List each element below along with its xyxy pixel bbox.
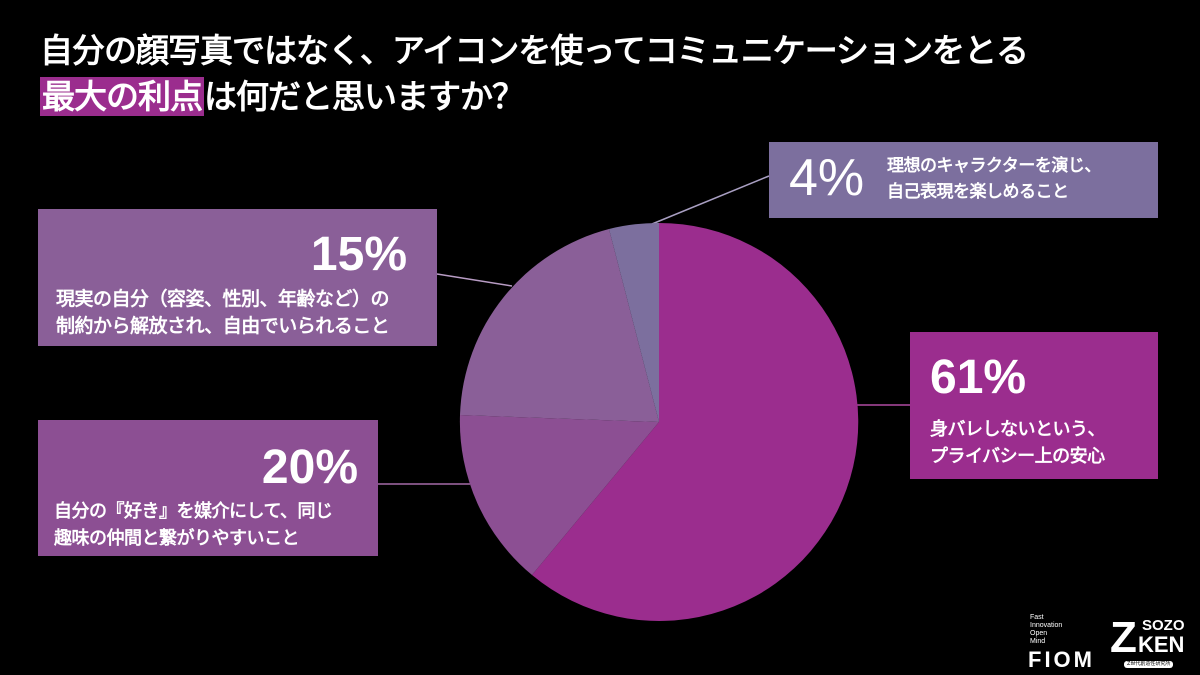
z-logo-icon: Z [1110,613,1137,662]
label-box-15pct: 15% 現実の自分（容姿、性別、年齢など）の 制約から解放され、自由でいられるこ… [38,209,437,346]
label-4-line2: 自己表現を楽しめること [887,182,1069,202]
label-15-line2: 制約から解放され、自由でいられること [56,315,390,337]
label-text-61: 身バレしないという、 プライバシー上の安心 [930,416,1106,470]
title-line-2-rest: は何だと思いますか？ [204,77,525,116]
sozoken-logo: Z SOZO KEN Z世代創造性研究所 [1110,616,1200,671]
label-15-line1: 現実の自分（容姿、性別、年齢など）の [56,288,390,310]
leader-line-15 [436,273,513,287]
label-box-20pct: 20% 自分の『好き』を媒介にして、同じ 趣味の仲間と繋がりやすいこと [38,420,378,556]
fiom-logo: FIOM [1028,647,1095,672]
fiom-word: Innovation [1030,622,1063,629]
label-box-61pct: 61% 身バレしないという、 プライバシー上の安心 [910,332,1158,479]
label-20-line1: 自分の『好き』を媒介にして、同じ [54,501,333,522]
label-61-line2: プライバシー上の安心 [930,446,1105,467]
percent-4: 4% [789,149,865,207]
label-text-20: 自分の『好き』を媒介にして、同じ 趣味の仲間と繋がりやすいこと [54,498,333,552]
label-box-4pct: 4% 理想のキャラクターを演じ、 自己表現を楽しめること [769,142,1158,218]
question-title: 自分の顔写真ではなく、アイコンを使ってコミュニケーションをとる 最大の利点は何だ… [40,28,1029,120]
label-text-4: 理想のキャラクターを演じ、 自己表現を楽しめること [887,153,1101,205]
sozoken-subtitle: Z世代創造性研究所 [1124,661,1174,668]
leader-line-4 [651,175,770,225]
pie-slice-15 [460,229,659,422]
fiom-word: Mind [1030,638,1046,645]
pie-slice-4 [609,222,659,422]
title-line-1: 自分の顔写真ではなく、アイコンを使ってコミュニケーションをとる [40,31,1029,70]
ken-text: KEN [1138,632,1185,657]
title-line-2: 最大の利点は何だと思いますか？ [40,74,1028,120]
percent-61: 61% [930,351,1027,404]
title-highlight: 最大の利点 [40,77,204,116]
fiom-tagline: Fast Innovation Open Mind [1030,614,1062,646]
label-20-line2: 趣味の仲間と繋がりやすいこと [54,528,299,549]
sozo-text: SOZO [1142,617,1185,634]
pie-slice-61 [532,222,859,621]
percent-15: 15% [310,228,407,281]
percent-20: 20% [261,441,358,494]
pie-slice-20 [459,415,659,575]
label-text-15: 現実の自分（容姿、性別、年齢など）の 制約から解放され、自由でいられること [56,286,390,340]
label-4-line1: 理想のキャラクターを演じ、 [887,156,1101,176]
fiom-word: Open [1030,630,1048,637]
label-61-line1: 身バレしないという、 [930,419,1106,440]
fiom-word: Fast [1030,614,1044,621]
